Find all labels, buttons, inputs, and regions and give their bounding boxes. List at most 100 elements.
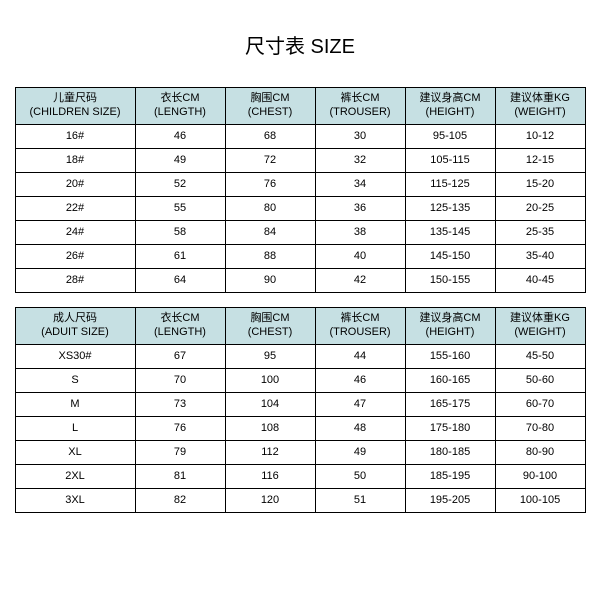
table-cell: 28# <box>15 269 135 293</box>
table-row: 26#618840145-15035-40 <box>15 245 585 269</box>
col-header: 儿童尺码 (CHILDREN SIZE) <box>15 88 135 125</box>
children-size-table: 儿童尺码 (CHILDREN SIZE) 衣长CM (LENGTH) 胸围CM … <box>15 87 586 293</box>
table-cell: 76 <box>135 417 225 441</box>
table-cell: 46 <box>135 125 225 149</box>
table-cell: 51 <box>315 489 405 513</box>
header-line1: 建议体重KG <box>510 92 570 104</box>
table-row: 2XL8111650185-19590-100 <box>15 465 585 489</box>
table-cell: 145-150 <box>405 245 495 269</box>
table-cell: 52 <box>135 173 225 197</box>
table-cell: 108 <box>225 417 315 441</box>
header-line2: (WEIGHT) <box>514 106 565 118</box>
header-line1: 衣长CM <box>160 312 199 324</box>
table-cell: 16# <box>15 125 135 149</box>
table-cell: S <box>15 369 135 393</box>
table-row: 18#497232105-11512-15 <box>15 149 585 173</box>
table-cell: 95-105 <box>405 125 495 149</box>
table-cell: 64 <box>135 269 225 293</box>
table-cell: 76 <box>225 173 315 197</box>
table-cell: 81 <box>135 465 225 489</box>
table-cell: 116 <box>225 465 315 489</box>
adult-header-row: 成人尺码 (ADUIT SIZE) 衣长CM (LENGTH) 胸围CM (CH… <box>15 308 585 345</box>
table-row: M7310447165-17560-70 <box>15 393 585 417</box>
table-cell: 58 <box>135 221 225 245</box>
table-cell: 115-125 <box>405 173 495 197</box>
table-cell: 44 <box>315 345 405 369</box>
table-cell: 3XL <box>15 489 135 513</box>
col-header: 衣长CM (LENGTH) <box>135 308 225 345</box>
table-row: 28#649042150-15540-45 <box>15 269 585 293</box>
table-cell: 24# <box>15 221 135 245</box>
table-cell: 175-180 <box>405 417 495 441</box>
table-cell: 26# <box>15 245 135 269</box>
col-header: 建议身高CM (HEIGHT) <box>405 308 495 345</box>
header-line1: 建议体重KG <box>510 312 570 324</box>
table-cell: 82 <box>135 489 225 513</box>
table-cell: 70-80 <box>495 417 585 441</box>
table-cell: 50-60 <box>495 369 585 393</box>
table-cell: 185-195 <box>405 465 495 489</box>
table-row: S7010046160-16550-60 <box>15 369 585 393</box>
table-cell: 20# <box>15 173 135 197</box>
col-header: 成人尺码 (ADUIT SIZE) <box>15 308 135 345</box>
table-cell: 15-20 <box>495 173 585 197</box>
table-cell: 25-35 <box>495 221 585 245</box>
table-cell: 112 <box>225 441 315 465</box>
table-cell: L <box>15 417 135 441</box>
table-cell: 80 <box>225 197 315 221</box>
header-line2: (CHILDREN SIZE) <box>29 106 120 118</box>
header-line2: (TROUSER) <box>329 326 390 338</box>
table-cell: 38 <box>315 221 405 245</box>
header-line1: 成人尺码 <box>53 312 97 324</box>
table-cell: 55 <box>135 197 225 221</box>
table-row: 24#588438135-14525-35 <box>15 221 585 245</box>
table-cell: 100-105 <box>495 489 585 513</box>
adult-size-table: 成人尺码 (ADUIT SIZE) 衣长CM (LENGTH) 胸围CM (CH… <box>15 307 586 513</box>
table-cell: M <box>15 393 135 417</box>
table-row: 20#527634115-12515-20 <box>15 173 585 197</box>
header-line2: (ADUIT SIZE) <box>41 326 109 338</box>
table-cell: 72 <box>225 149 315 173</box>
table-row: L7610848175-18070-80 <box>15 417 585 441</box>
table-cell: 46 <box>315 369 405 393</box>
table-cell: 61 <box>135 245 225 269</box>
table-cell: XS30# <box>15 345 135 369</box>
table-cell: 84 <box>225 221 315 245</box>
table-cell: 12-15 <box>495 149 585 173</box>
table-cell: 45-50 <box>495 345 585 369</box>
header-line1: 胸围CM <box>250 312 289 324</box>
table-cell: 104 <box>225 393 315 417</box>
table-cell: 35-40 <box>495 245 585 269</box>
header-line1: 儿童尺码 <box>53 92 97 104</box>
col-header: 建议身高CM (HEIGHT) <box>405 88 495 125</box>
header-line2: (CHEST) <box>248 106 293 118</box>
header-line1: 裤长CM <box>340 92 379 104</box>
table-cell: 165-175 <box>405 393 495 417</box>
header-line1: 建议身高CM <box>419 312 480 324</box>
header-line1: 建议身高CM <box>419 92 480 104</box>
table-cell: 70 <box>135 369 225 393</box>
header-line2: (HEIGHT) <box>426 326 475 338</box>
table-cell: 10-12 <box>495 125 585 149</box>
table-cell: 135-145 <box>405 221 495 245</box>
header-line2: (LENGTH) <box>154 106 206 118</box>
table-cell: 68 <box>225 125 315 149</box>
header-line2: (HEIGHT) <box>426 106 475 118</box>
table-cell: 42 <box>315 269 405 293</box>
table-row: 3XL8212051195-205100-105 <box>15 489 585 513</box>
col-header: 裤长CM (TROUSER) <box>315 88 405 125</box>
header-line1: 胸围CM <box>250 92 289 104</box>
header-line1: 衣长CM <box>160 92 199 104</box>
table-cell: 40-45 <box>495 269 585 293</box>
col-header: 胸围CM (CHEST) <box>225 308 315 345</box>
header-line2: (LENGTH) <box>154 326 206 338</box>
table-cell: 22# <box>15 197 135 221</box>
table-cell: 88 <box>225 245 315 269</box>
table-cell: 50 <box>315 465 405 489</box>
table-cell: 80-90 <box>495 441 585 465</box>
table-cell: 34 <box>315 173 405 197</box>
col-header: 裤长CM (TROUSER) <box>315 308 405 345</box>
table-cell: 180-185 <box>405 441 495 465</box>
table-cell: 20-25 <box>495 197 585 221</box>
table-cell: 105-115 <box>405 149 495 173</box>
